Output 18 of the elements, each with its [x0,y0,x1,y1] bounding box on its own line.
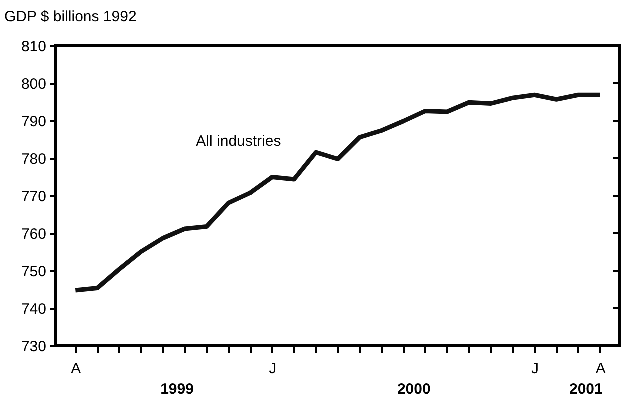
y-tick-label: 770 [21,188,46,206]
y-tick-label: 800 [21,76,46,93]
y-tick-label: 790 [21,114,46,130]
y-tick-label: 740 [21,301,46,318]
x-tick-label: J [269,360,277,378]
y-tick-label: 780 [21,151,46,168]
text: 2000 [397,381,431,398]
y-axis-title: GDP $ billions 1992 [4,8,137,26]
x-tick-label: A [596,360,606,378]
x-tick-label: A [71,360,82,378]
y-tick-label: 760 [21,226,46,243]
y-tick-label: 730 [21,338,46,356]
series-label: All industries [196,133,282,150]
y-tick-label: 810 [21,38,46,56]
y-tick-label: 750 [21,264,46,280]
text: 1999 [160,381,194,398]
text: 2001 [569,381,603,398]
x-tick-label: J [531,360,539,378]
